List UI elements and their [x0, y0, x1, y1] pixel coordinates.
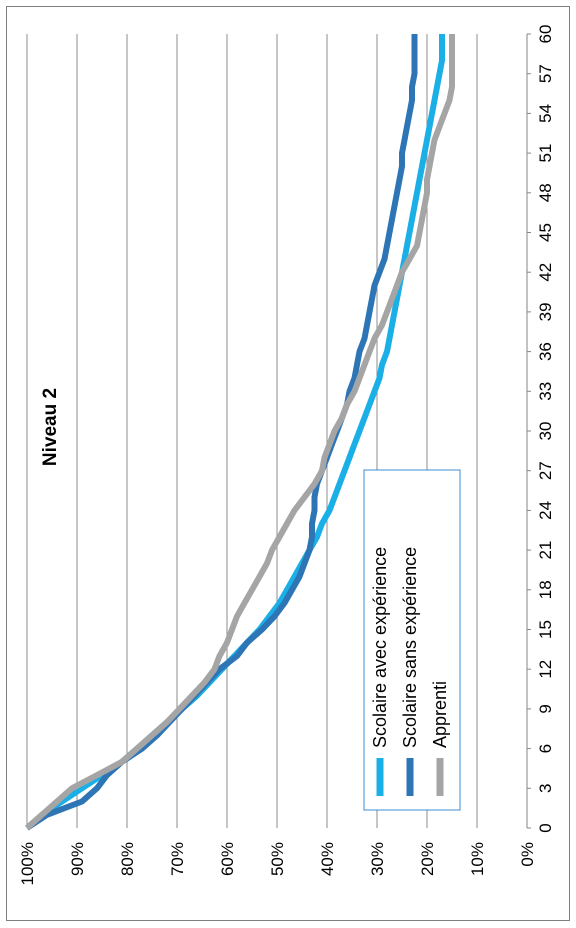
- x-tick-label: 30: [536, 422, 555, 441]
- y-tick-label: 90%: [68, 842, 87, 876]
- y-tick-label: 50%: [268, 842, 287, 876]
- chart-border: [6, 6, 570, 921]
- legend: Scolaire avec expérience Scolaire sans ex…: [363, 469, 461, 811]
- x-tick: 48: [536, 183, 555, 202]
- chart-title: Niveau 2: [40, 388, 61, 466]
- x-tick: 54: [536, 104, 555, 123]
- y-tick-label: 100%: [18, 842, 37, 885]
- x-tick-label: 21: [536, 541, 555, 560]
- x-tick: 60: [536, 25, 555, 44]
- y-tick-label: 30%: [368, 842, 387, 876]
- x-tick: 9: [536, 704, 555, 713]
- y-tick: 70%: [168, 842, 187, 876]
- x-tick-label: 36: [536, 342, 555, 361]
- x-tick-label: 6: [536, 744, 555, 753]
- x-tick: 33: [536, 382, 555, 401]
- x-tick-label: 3: [536, 784, 555, 793]
- y-tick: 0%: [518, 842, 537, 867]
- x-tick: 15: [536, 620, 555, 639]
- y-tick: 10%: [468, 842, 487, 876]
- x-tick-label: 54: [536, 104, 555, 123]
- y-tick: 30%: [368, 842, 387, 876]
- y-tick: 50%: [268, 842, 287, 876]
- y-tick-label: 40%: [318, 842, 337, 876]
- series-lines: [25, 34, 455, 831]
- x-tick-label: 48: [536, 183, 555, 202]
- x-tick-label: 24: [536, 501, 555, 520]
- x-tick-label: 39: [536, 302, 555, 321]
- x-tick: 42: [536, 263, 555, 282]
- x-tick: 12: [536, 660, 555, 679]
- legend-label: Scolaire avec expérience: [370, 547, 390, 748]
- chart-title-group: Niveau 2: [40, 388, 61, 466]
- x-tick: 57: [536, 64, 555, 83]
- x-tick-label: 51: [536, 144, 555, 163]
- x-tick-label: 27: [536, 461, 555, 480]
- legend-entry: Apprenti: [430, 681, 450, 748]
- x-tick: 39: [536, 302, 555, 321]
- y-tick: 20%: [418, 842, 437, 876]
- x-tick-label: 33: [536, 382, 555, 401]
- x-tick: 18: [536, 580, 555, 599]
- x-tick: 30: [536, 422, 555, 441]
- x-tick-label: 12: [536, 660, 555, 679]
- x-tick-label: 60: [536, 25, 555, 44]
- y-tick: 100%: [18, 842, 37, 885]
- y-tick: 90%: [68, 842, 87, 876]
- x-tick-label: 15: [536, 620, 555, 639]
- x-tick-label: 18: [536, 580, 555, 599]
- y-tick-label: 0%: [518, 842, 537, 867]
- x-tick-label: 42: [536, 263, 555, 282]
- y-tick-label: 20%: [418, 842, 437, 876]
- series-line: [25, 34, 455, 831]
- x-tick: 51: [536, 144, 555, 163]
- x-tick: 36: [536, 342, 555, 361]
- legend-label: Scolaire sans expérience: [400, 547, 420, 748]
- legend-box: [363, 469, 461, 811]
- x-tick: 3: [536, 784, 555, 793]
- x-tick-label: 57: [536, 64, 555, 83]
- y-tick: 60%: [218, 842, 237, 876]
- y-tick-label: 80%: [118, 842, 137, 876]
- legend-label: Apprenti: [430, 681, 450, 748]
- x-tick: 0: [536, 823, 555, 832]
- x-tick-label: 0: [536, 823, 555, 832]
- x-tick: 45: [536, 223, 555, 242]
- x-tick-label: 45: [536, 223, 555, 242]
- x-tick: 21: [536, 541, 555, 560]
- x-tick-label: 9: [536, 704, 555, 713]
- y-axis-ticks: 0% 10% 20% 30% 40% 50% 60% 70% 80% 90% 100%: [18, 842, 537, 885]
- y-tick-label: 70%: [168, 842, 187, 876]
- gridlines: [26, 34, 528, 828]
- x-tick: 6: [536, 744, 555, 753]
- legend-entry: Scolaire sans expérience: [400, 547, 420, 748]
- y-tick-label: 60%: [218, 842, 237, 876]
- y-tick: 80%: [118, 842, 137, 876]
- x-tick: 24: [536, 501, 555, 520]
- x-tick: 27: [536, 461, 555, 480]
- legend-entry: Scolaire avec expérience: [370, 547, 390, 748]
- y-tick: 40%: [318, 842, 337, 876]
- y-tick-label: 10%: [468, 842, 487, 876]
